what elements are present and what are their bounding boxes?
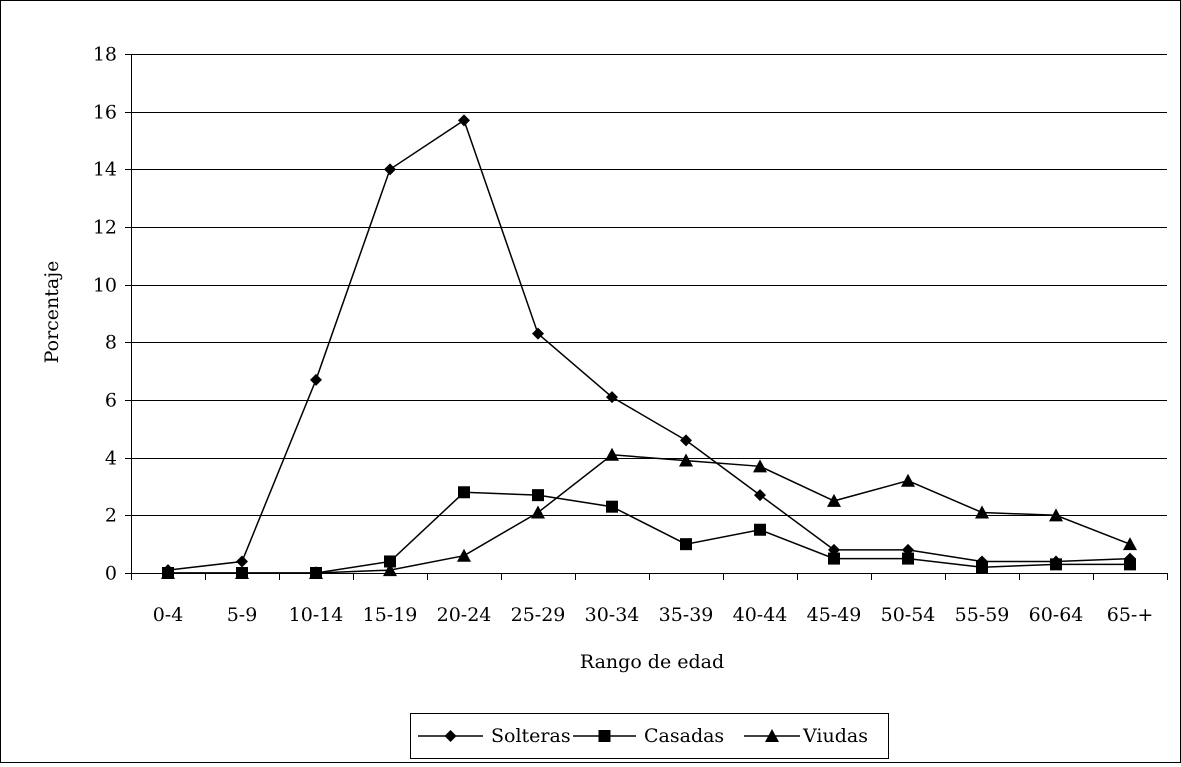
data-point-viudas: [1049, 508, 1063, 522]
x-tick-label: 20-24: [437, 604, 492, 626]
data-point-casadas: [902, 552, 914, 565]
data-point-solteras: [754, 489, 766, 502]
data-point-casadas: [828, 552, 840, 565]
x-tick-label: 30-34: [585, 604, 640, 626]
data-point-solteras: [458, 114, 470, 127]
x-axis-label: Rango de edad: [580, 651, 724, 673]
legend-box: [410, 713, 889, 759]
data-point-solteras: [680, 434, 692, 447]
y-tick-label: 16: [93, 102, 117, 124]
legend-label-viudas: Viudas: [802, 725, 868, 747]
y-axis-label: Porcentaje: [41, 261, 63, 364]
data-point-solteras: [606, 391, 618, 404]
x-tick-label: 50-54: [881, 604, 936, 626]
y-tick-label: 12: [93, 217, 117, 239]
tick-labels: 0 2 4 6 8 10 12 14 16 18 0-4 5-9 10-14 15-19 20-24 25-2…: [93, 44, 1153, 627]
series-line-solteras: [167, 119, 1131, 571]
legend-marker-solteras: [444, 730, 457, 742]
data-point-viudas: [309, 566, 323, 579]
data-point-viudas: [531, 505, 545, 519]
data-point-solteras: [236, 555, 248, 568]
data-point-viudas: [901, 473, 915, 487]
legend-item-solteras: Solteras: [418, 725, 571, 747]
data-point-viudas: [605, 447, 619, 461]
x-tick-label: 60-64: [1029, 604, 1084, 626]
x-tick-label: 25-29: [511, 604, 566, 626]
legend-label-solteras: Solteras: [491, 725, 571, 747]
y-tick-label: 18: [93, 44, 117, 66]
legend-marker-viudas: [765, 729, 779, 742]
x-tick-label: 0-4: [153, 604, 184, 626]
legend-marker-casadas: [598, 730, 611, 742]
series-lines: [161, 114, 1137, 579]
y-tick-label: 0: [105, 563, 117, 585]
data-point-viudas: [975, 505, 989, 519]
x-tick-label: 35-39: [659, 604, 714, 626]
y-tick-label: 2: [105, 505, 117, 527]
x-tick-label: 15-19: [363, 604, 418, 626]
x-tick-label: 45-49: [807, 604, 862, 626]
data-point-casadas: [532, 489, 544, 502]
data-point-viudas: [827, 493, 841, 507]
data-point-casadas: [754, 523, 766, 536]
data-point-viudas: [383, 563, 397, 577]
y-tick-label: 4: [105, 448, 117, 470]
data-point-viudas: [235, 566, 249, 579]
data-point-casadas: [606, 500, 618, 513]
data-point-viudas: [679, 453, 693, 467]
data-point-casadas: [976, 561, 988, 574]
data-point-viudas: [457, 548, 471, 562]
x-tick-label: 5-9: [227, 604, 258, 626]
data-point-solteras: [310, 373, 322, 386]
data-point-solteras: [384, 163, 396, 176]
series-line-casadas: [168, 491, 1130, 574]
gridlines: [131, 54, 1167, 516]
y-tick-label: 6: [105, 390, 117, 412]
data-point-casadas: [384, 555, 396, 568]
data-point-casadas: [458, 486, 470, 499]
data-point-viudas: [753, 459, 767, 473]
x-tick-label: 10-14: [289, 604, 344, 626]
data-point-solteras: [532, 327, 544, 340]
x-tick-label: 65-+: [1107, 604, 1154, 626]
y-tick-label: 14: [93, 159, 117, 181]
data-point-viudas: [1123, 537, 1137, 551]
legend-item-casadas: Casadas: [573, 725, 724, 747]
legend-item-viudas: Viudas: [744, 725, 868, 747]
data-point-casadas: [680, 538, 692, 551]
y-tick-label: 10: [93, 275, 117, 297]
legend: Solteras Casadas Viudas: [410, 713, 889, 759]
data-point-viudas: [161, 566, 175, 579]
data-point-casadas: [1050, 558, 1062, 571]
data-point-casadas: [1124, 558, 1136, 571]
legend-label-casadas: Casadas: [644, 725, 724, 747]
series-line-viudas: [168, 454, 1131, 574]
series-casadas: [162, 486, 1136, 579]
x-tick-label: 55-59: [955, 604, 1010, 626]
y-tick-label: 8: [105, 332, 117, 354]
series-viudas: [161, 447, 1137, 579]
x-tick-label: 40-44: [733, 604, 788, 626]
